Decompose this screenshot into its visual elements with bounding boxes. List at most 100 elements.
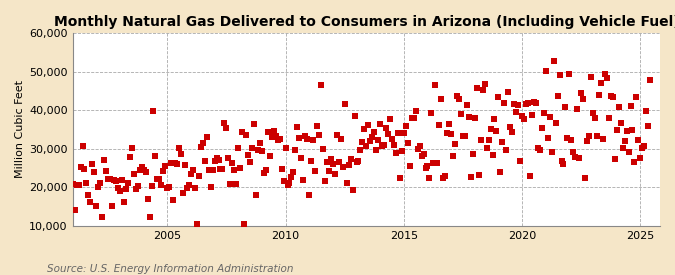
Point [201,135,212,139]
Point [265,154,275,158]
Point [199,159,210,163]
Point [566,138,576,142]
Point [414,144,425,148]
Point [229,167,240,172]
Point [477,88,488,93]
Point [462,103,472,107]
Point [619,139,630,143]
Point [148,109,159,113]
Point [103,176,113,181]
Point [406,116,417,120]
Point [205,185,216,189]
Point [349,114,360,119]
Point [359,127,370,131]
Point [323,169,334,173]
Point [436,97,447,101]
Point [570,155,580,160]
Point [578,97,589,101]
Point [162,185,173,190]
Point [586,75,597,79]
Point [535,148,545,152]
Point [302,137,313,141]
Point [154,177,165,181]
Point [458,134,468,139]
Point [537,126,547,130]
Point [612,128,622,132]
Point [105,177,115,181]
Point [136,165,147,169]
Point [180,163,190,167]
Point [217,167,228,171]
Point [91,204,102,209]
Point [124,155,135,159]
Point [558,162,569,167]
Point [318,147,329,152]
Point [194,174,205,178]
Point [487,152,498,157]
Point [394,176,405,181]
Point [623,150,634,154]
Point [171,161,182,166]
Point [473,173,484,177]
Point [237,130,248,134]
Point [207,167,218,172]
Point [192,222,202,226]
Point [95,180,106,185]
Point [593,93,604,97]
Point [225,182,236,186]
Point [627,127,638,132]
Point [389,143,400,147]
Point [286,175,297,179]
Point [509,101,520,106]
Point [448,153,458,158]
Point [294,135,304,140]
Point [629,160,640,164]
Point [338,164,348,169]
Point [156,183,167,187]
Point [645,78,655,82]
Point [340,102,350,106]
Point [396,148,407,153]
Point [284,181,295,185]
Point [144,215,155,219]
Point [560,105,571,109]
Point [75,165,86,170]
Point [639,144,650,148]
Point [588,111,599,116]
Point [288,170,299,174]
Point [246,145,257,150]
Point [381,126,392,131]
Point [533,146,543,150]
Point [146,184,157,188]
Point [77,144,88,148]
Point [464,115,475,119]
Point [256,149,267,153]
Point [552,94,563,98]
Y-axis label: Million Cubic Feet: Million Cubic Feet [15,80,25,178]
Point [347,188,358,192]
Point [93,185,104,189]
Point [635,156,646,160]
Point [292,125,303,129]
Point [608,94,618,99]
Point [259,171,269,175]
Point [432,161,443,166]
Point [595,81,606,86]
Point [73,182,84,187]
Point [195,145,206,150]
Point [617,146,628,150]
Point [625,103,636,108]
Point [582,139,593,144]
Point [446,131,456,136]
Point [387,137,398,141]
Point [505,125,516,130]
Point [511,110,522,115]
Point [481,146,492,150]
Point [526,112,537,117]
Point [591,134,602,138]
Point [282,183,293,188]
Point [190,186,200,191]
Point [614,105,624,109]
Point [134,168,145,173]
Point [392,131,403,135]
